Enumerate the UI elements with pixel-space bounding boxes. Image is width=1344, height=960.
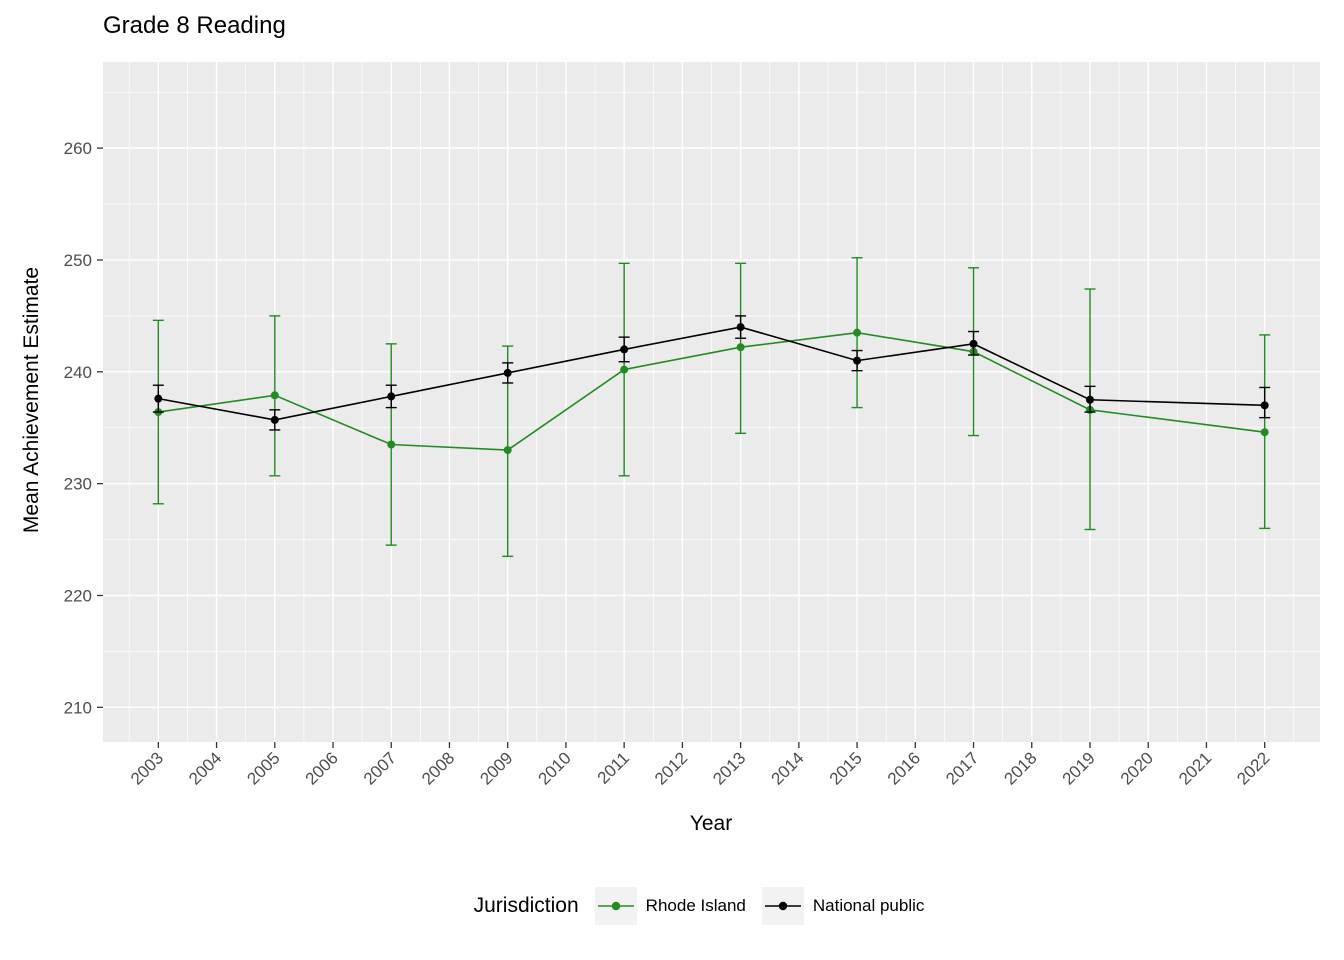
legend-key-rhode-island-icon xyxy=(594,887,637,925)
data-point xyxy=(736,323,745,332)
x-tick-label: 2006 xyxy=(302,748,342,788)
legend-item-national-public: National public xyxy=(761,887,925,925)
data-point xyxy=(270,391,279,400)
x-tick-label: 2003 xyxy=(127,748,167,788)
x-tick-label: 2011 xyxy=(594,748,633,787)
x-tick-label: 2019 xyxy=(1059,748,1099,788)
x-tick-label: 2004 xyxy=(185,748,225,788)
data-point xyxy=(387,392,396,401)
x-tick-label: 2018 xyxy=(1000,748,1040,788)
legend-item-label: Rhode Island xyxy=(645,896,746,915)
legend: Jurisdiction Rhode Island National publi… xyxy=(0,880,1344,932)
y-tick-label: 210 xyxy=(64,698,92,717)
data-point xyxy=(969,339,978,348)
data-point xyxy=(1085,395,1094,404)
legend-item-label: National public xyxy=(812,896,925,915)
data-point xyxy=(503,446,512,455)
data-point xyxy=(736,343,745,352)
legend-title: Jurisdiction xyxy=(473,894,579,917)
x-tick-label: 2016 xyxy=(884,748,924,788)
x-tick-label: 2013 xyxy=(709,748,749,788)
x-tick-label: 2010 xyxy=(535,748,575,788)
y-axis-title: Mean Achievement Estimate xyxy=(20,266,43,534)
y-tick-label: 250 xyxy=(64,251,92,270)
x-tick-label: 2022 xyxy=(1233,748,1273,788)
data-point xyxy=(853,328,862,337)
data-point xyxy=(620,365,629,374)
x-tick-label: 2014 xyxy=(767,748,807,788)
x-tick-label: 2020 xyxy=(1117,748,1157,788)
data-point xyxy=(387,440,396,449)
data-point xyxy=(853,356,862,365)
data-point xyxy=(1260,401,1269,410)
x-tick-label: 2015 xyxy=(826,748,866,788)
x-axis-title: Year xyxy=(689,812,733,835)
y-tick-label: 260 xyxy=(64,139,92,158)
y-tick-label: 220 xyxy=(64,586,92,605)
data-point xyxy=(503,368,512,377)
legend-item-rhode-island: Rhode Island xyxy=(594,887,746,925)
data-point xyxy=(270,415,279,424)
x-tick-label: 2008 xyxy=(418,748,458,788)
y-tick-label: 230 xyxy=(64,475,92,494)
data-point xyxy=(154,394,163,403)
x-tick-label: 2017 xyxy=(942,748,982,788)
y-tick-label: 240 xyxy=(64,363,92,382)
chart-title: Grade 8 Reading xyxy=(103,12,286,39)
data-point xyxy=(1260,428,1269,437)
data-point xyxy=(620,345,629,354)
x-tick-label: 2007 xyxy=(360,748,400,788)
x-tick-label: 2005 xyxy=(243,748,283,788)
x-tick-label: 2012 xyxy=(651,748,691,788)
x-tick-label: 2021 xyxy=(1175,748,1215,788)
x-tick-label: 2009 xyxy=(476,748,516,788)
legend-key-national-public-icon xyxy=(761,887,804,925)
